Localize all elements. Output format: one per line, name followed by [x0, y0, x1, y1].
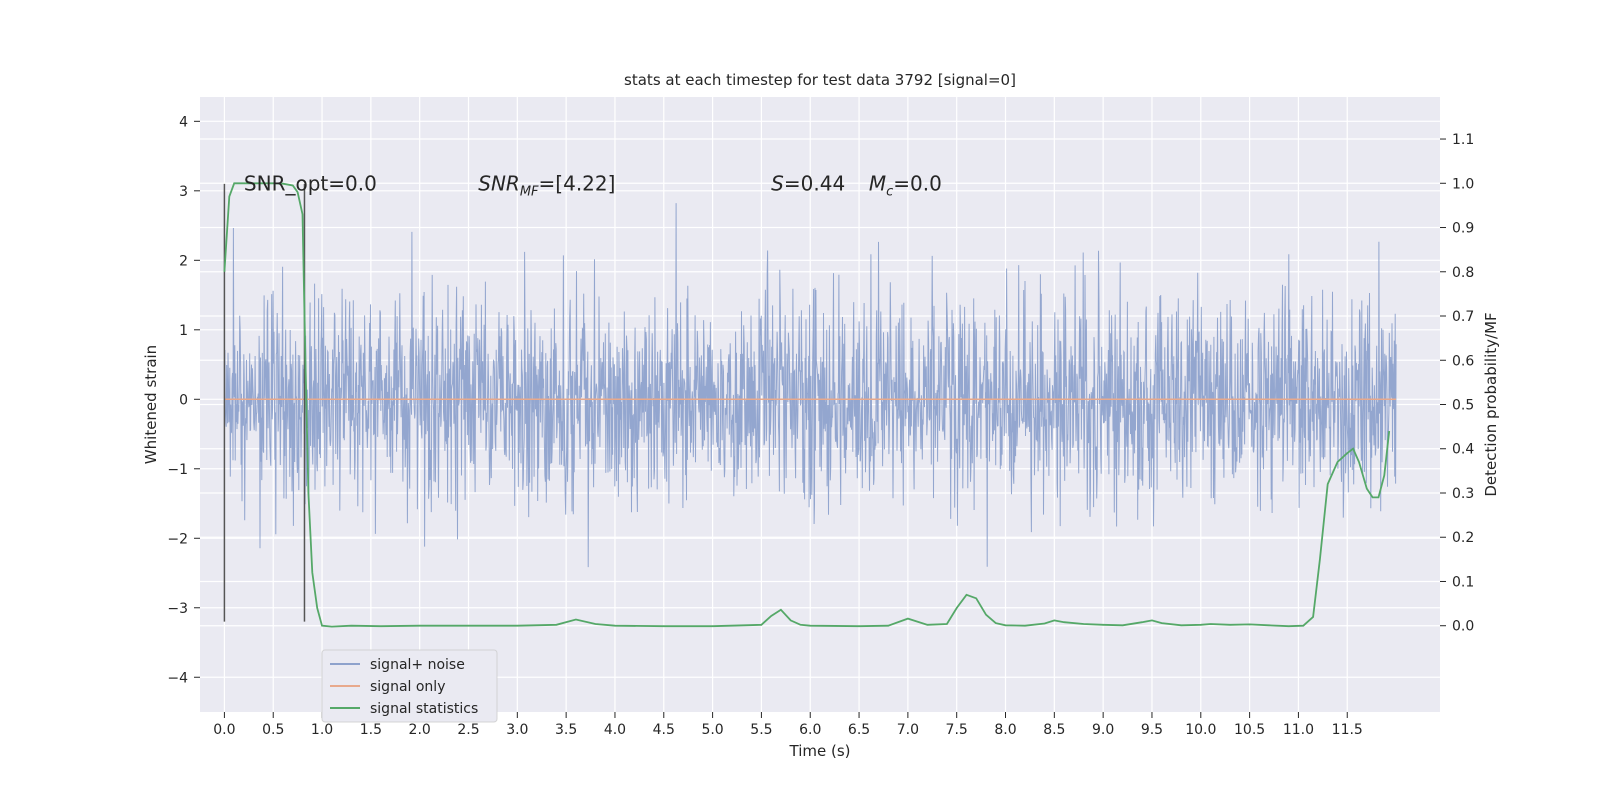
series-signal-statistics	[223, 182, 1391, 628]
legend-label: signal+ noise	[370, 657, 465, 673]
x-axis-ticks: 0.0 0.5 1.0 1.5 2.0 2.5 3.0 3.5 4.0 4.5 5.0 5.5 6.0 6…	[213, 712, 1363, 738]
annotation-1: SNRMF=[4.22]	[478, 171, 615, 199]
y2-tick-label: 0.8	[1452, 265, 1474, 281]
event-markers	[223, 183, 306, 622]
annotations: SNR_opt=0.0 SNRMF=[4.22] S=0.44 Mc=0.0	[244, 171, 942, 199]
x-tick-label: 7.0	[897, 722, 919, 738]
x-tick-label: 4.0	[604, 722, 626, 738]
x-axis-label: Time (s)	[789, 742, 851, 760]
y2-tick-label: 1.1	[1452, 132, 1474, 148]
y-tick-label: −4	[167, 670, 188, 686]
y2-tick-label: 0.2	[1452, 530, 1474, 546]
x-tick-label: 2.5	[457, 722, 479, 738]
y2-tick-label: 0.3	[1452, 486, 1474, 502]
x-tick-label: 1.5	[360, 722, 382, 738]
x-tick-label: 3.5	[555, 722, 577, 738]
chart-title: stats at each timestep for test data 379…	[624, 71, 1016, 89]
legend-label: signal statistics	[370, 701, 478, 717]
y-tick-label: 0	[179, 392, 188, 408]
y2-tick-label: 0.7	[1452, 309, 1474, 325]
annotation-0: SNR_opt=0.0	[244, 171, 377, 195]
y-axis-label: Whitened strain	[142, 345, 160, 464]
x-tick-label: 1.0	[311, 722, 333, 738]
y2-tick-label: 0.6	[1452, 353, 1474, 369]
x-tick-label: 3.0	[506, 722, 528, 738]
y-tick-label: 1	[179, 323, 188, 339]
x-tick-label: 5.0	[701, 722, 723, 738]
y-tick-label: 2	[179, 253, 188, 269]
x-tick-label: 0.5	[262, 722, 284, 738]
x-tick-label: 8.0	[994, 722, 1016, 738]
y2-tick-label: 0.1	[1452, 574, 1474, 590]
x-tick-label: 10.5	[1234, 722, 1265, 738]
annotation-2: S=0.44	[771, 171, 845, 195]
x-tick-label: 5.5	[750, 722, 772, 738]
y2-tick-label: 0.5	[1452, 398, 1474, 414]
x-tick-label: 6.0	[799, 722, 821, 738]
y-tick-label: −3	[167, 601, 188, 617]
y2-tick-label: 0.4	[1452, 442, 1474, 458]
y-tick-label: 4	[179, 114, 188, 130]
x-tick-label: 11.5	[1332, 722, 1363, 738]
x-tick-label: 4.5	[653, 722, 675, 738]
statistics-line	[223, 182, 1391, 628]
x-tick-label: 9.5	[1141, 722, 1163, 738]
annotation-3: Mc=0.0	[869, 171, 942, 199]
legend: signal+ noise signal only signal statistic…	[321, 649, 498, 723]
y-tick-label: −2	[167, 531, 188, 547]
y2-axis-label: Detection probability/MF	[1482, 312, 1500, 496]
x-tick-label: 8.5	[1043, 722, 1065, 738]
x-tick-label: 2.0	[409, 722, 431, 738]
x-tick-label: 10.0	[1185, 722, 1216, 738]
x-tick-label: 6.5	[848, 722, 870, 738]
x-tick-label: 9.0	[1092, 722, 1114, 738]
x-tick-label: 11.0	[1283, 722, 1314, 738]
y-tick-label: 3	[179, 184, 188, 200]
legend-label: signal only	[370, 679, 445, 695]
y-tick-label: −1	[167, 462, 188, 478]
y2-axis-ticks: 0.0 0.1 0.2 0.3 0.4 0.5 0.6 0.7 0.8 0.9 1.0 1.1	[1440, 132, 1474, 635]
legend-box	[321, 649, 498, 723]
x-tick-label: 7.5	[946, 722, 968, 738]
y2-tick-label: 0.0	[1452, 619, 1474, 635]
x-tick-label: 0.0	[213, 722, 235, 738]
y-axis-ticks: −4 −3 −2 −1 0 1 2 3 4	[167, 114, 200, 686]
y2-tick-label: 0.9	[1452, 221, 1474, 237]
y2-tick-label: 1.0	[1452, 176, 1474, 192]
